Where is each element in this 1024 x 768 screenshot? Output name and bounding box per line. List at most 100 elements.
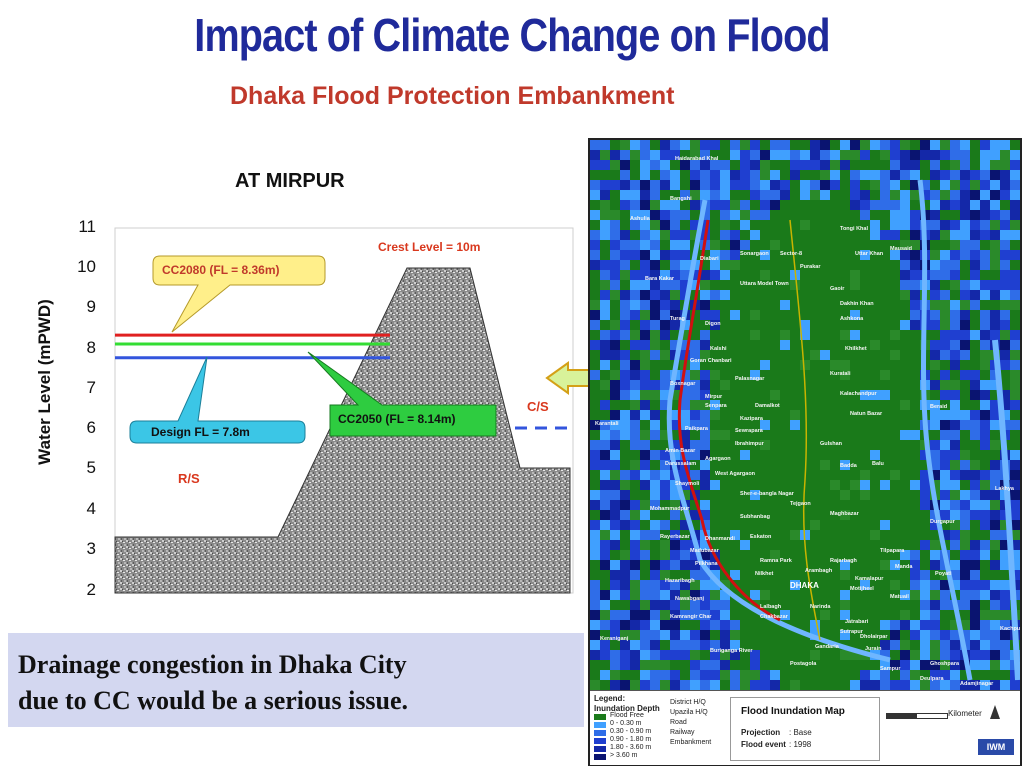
legend-depth-label: 1.80 - 3.60 m xyxy=(610,744,652,751)
map-place-label: Goran Chanbari xyxy=(690,358,732,364)
legend-depth-swatch xyxy=(594,746,606,752)
y-tick: 10 xyxy=(77,257,96,276)
plot-area xyxy=(114,227,574,594)
map-place-label: Postagola xyxy=(790,661,817,667)
scale-label: Kilometer xyxy=(948,709,982,718)
map-place-label: Dholairpar xyxy=(860,634,888,640)
legend-symbol-label: District H/Q xyxy=(670,699,706,706)
map-place-label: Sampur xyxy=(880,666,901,672)
legend-depth-label: > 3.60 m xyxy=(610,752,638,759)
map-place-label: Gandaria xyxy=(815,644,840,650)
map-place-label: Gulshan xyxy=(820,441,843,447)
legend-symbol-label: Road xyxy=(670,719,687,726)
y-tick: 3 xyxy=(86,539,96,558)
legend-depth-label: 0 - 0.30 m xyxy=(610,720,642,727)
map-place-label: Paikpara xyxy=(685,426,709,432)
legend-depth-label: Flood Free xyxy=(610,712,644,719)
map-place-label: Ramna Park xyxy=(760,558,793,564)
map-place-label: Senpara xyxy=(705,403,728,409)
flood-event-value: : 1998 xyxy=(789,740,812,749)
map-place-label: Pilkhana xyxy=(695,561,719,567)
map-place-label: Palasnagar xyxy=(735,376,765,382)
y-axis-label: Water Level (mPWD) xyxy=(35,299,54,465)
map-place-label: Khilkhet xyxy=(845,346,867,352)
map-place-label: Diabari xyxy=(700,256,719,262)
map-place-label: Nawabganj xyxy=(675,596,705,602)
map-place-label: Kalachandpur xyxy=(840,391,878,397)
y-tick: 7 xyxy=(86,378,96,397)
cc2080-label: CC2080 (FL = 8.36m) xyxy=(162,263,280,277)
map-place-label: Kachpur xyxy=(1000,626,1020,632)
map-place-label: Kuratali xyxy=(830,371,851,377)
map-place-label: Karantali xyxy=(595,421,619,427)
map-place-label: Tongi Khal xyxy=(840,226,868,232)
map-place-label: Manda xyxy=(895,564,913,570)
legend-depth-label: 0.30 - 0.90 m xyxy=(610,728,652,735)
map-place-label: Madubazar xyxy=(690,548,720,554)
map-place-label: Jatrabari xyxy=(845,619,869,625)
map-place-label: Subhanbag xyxy=(740,514,770,520)
map-place-label: Gaoir xyxy=(830,286,845,292)
map-place-label: Tejgaon xyxy=(790,501,811,507)
map-place-label: Mohammadpur xyxy=(650,506,690,512)
conclusion-box xyxy=(8,633,584,727)
map-place-label: Keraniganj xyxy=(600,636,629,642)
road-line xyxy=(789,219,821,641)
river-turag-buriganga xyxy=(666,199,891,663)
conclusion-line-1: Drainage congestion in Dhaka City xyxy=(18,650,407,679)
slide-subtitle: Dhaka Flood Protection Embankment xyxy=(230,82,675,110)
map-place-label: Darussalam xyxy=(665,461,696,467)
map-place-label: Beraid xyxy=(930,404,947,410)
map-place-label: Maghbazar xyxy=(830,511,860,517)
y-tick: 6 xyxy=(86,418,96,437)
map-title: Flood Inundation Map xyxy=(741,706,845,717)
map-raster: Haidarabad Khal Bangshi Tongi Khal Ashulia D… xyxy=(590,140,1020,692)
map-place-label: Nilkhet xyxy=(755,571,774,577)
river-side-label: R/S xyxy=(178,471,200,486)
map-place-labels: Haidarabad Khal Bangshi Tongi Khal Ashulia D… xyxy=(595,156,1020,687)
crest-level-label: Crest Level = 10m xyxy=(378,240,481,254)
slide-title: Impact of Climate Change on Flood xyxy=(194,9,830,61)
cc2050-label: CC2050 (FL = 8.14m) xyxy=(338,412,456,426)
map-place-label: Bara Kakar xyxy=(645,276,675,282)
legend-depth-swatch xyxy=(594,714,606,720)
map-place-label: Arambagh xyxy=(805,568,833,574)
legend-depth-swatch xyxy=(594,730,606,736)
map-place-label: Damalkot xyxy=(755,403,780,409)
legend-heading: Legend: xyxy=(594,694,626,703)
legend-symbol-label: Railway xyxy=(670,729,695,736)
map-place-label: Balu xyxy=(872,461,884,467)
flood-inundation-map: Haidarabad Khal Bangshi Tongi Khal Ashulia D… xyxy=(588,138,1022,766)
map-place-label: Ibrahimpur xyxy=(735,441,765,447)
map-place-label: Amin Bazar xyxy=(665,448,696,454)
projection-value: : Base xyxy=(789,728,812,737)
legend-depth-label: 0.90 - 1.80 m xyxy=(610,736,652,743)
cross-section-title: AT MIRPUR xyxy=(235,170,345,192)
map-place-label: Lakhya xyxy=(995,486,1015,492)
map-place-label: Mirpur xyxy=(705,394,723,400)
map-place-label: Motijheel xyxy=(850,586,874,592)
flood-event-label: Flood event xyxy=(741,740,786,749)
map-place-label: Sewrapara xyxy=(735,428,764,434)
y-tick: 9 xyxy=(86,297,96,316)
river-balu xyxy=(917,179,973,681)
legend-depth-swatch xyxy=(594,722,606,728)
map-place-label: Poyati xyxy=(935,571,952,577)
map-place-label: Eskaton xyxy=(750,534,772,540)
map-place-label: Agargaon xyxy=(705,456,731,462)
map-place-label: Ashulia xyxy=(630,216,651,222)
scale-bar xyxy=(886,713,948,719)
map-place-label: West Agargaon xyxy=(715,471,756,477)
legend-depth-title: Inundation Depth xyxy=(594,704,660,713)
map-place-label: Chakbazar xyxy=(760,614,789,620)
legend-depth-swatch xyxy=(594,738,606,744)
map-place-label: Haidarabad Khal xyxy=(675,156,719,162)
projection-label: Projection xyxy=(741,728,781,737)
map-place-label: Lalbagh xyxy=(760,604,782,610)
map-place-label: Natun Bazar xyxy=(850,411,883,417)
legend-symbol-label: Embankment xyxy=(670,739,712,746)
y-tick: 11 xyxy=(78,217,96,236)
map-place-label: Ghoshpara xyxy=(930,661,960,667)
legend-depth-swatch xyxy=(594,754,606,760)
map-place-label: Ashkona xyxy=(840,316,864,322)
